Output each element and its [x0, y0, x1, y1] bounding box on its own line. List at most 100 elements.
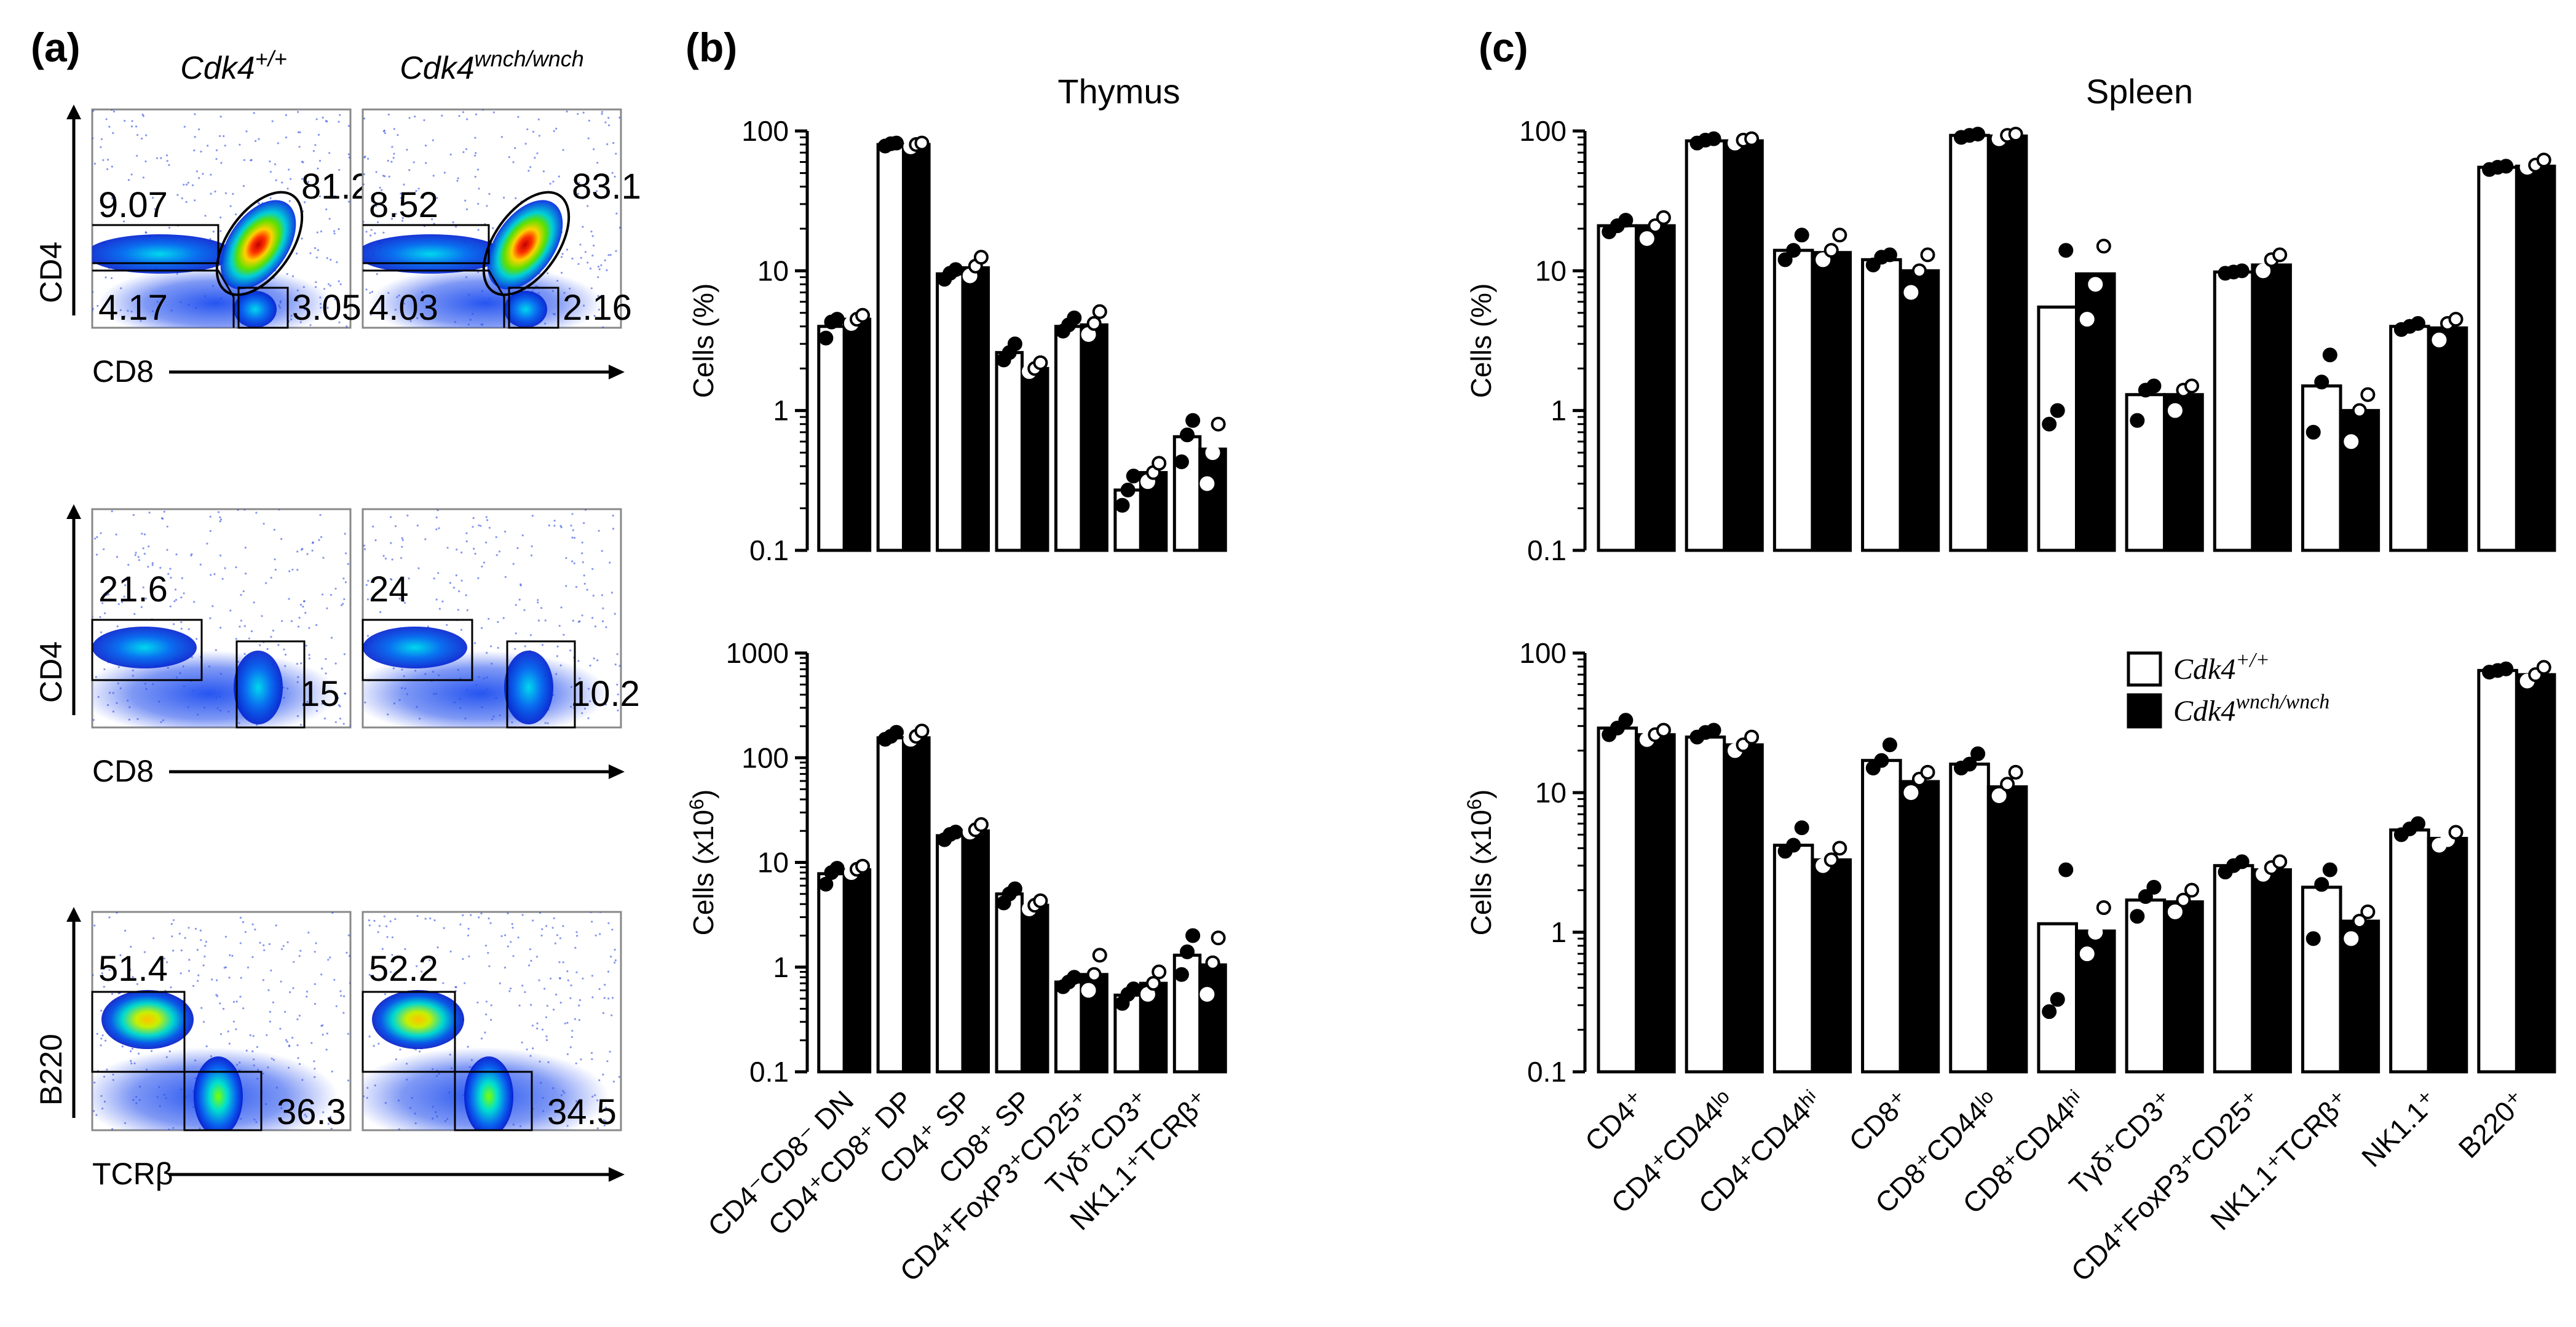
- point-mut: [1140, 986, 1155, 1002]
- point-wt: [1794, 228, 1809, 243]
- point-mut: [914, 135, 930, 151]
- y-tick-label: 10: [1535, 777, 1567, 809]
- point-wt: [2130, 413, 2145, 428]
- flow-y-label: CD4: [34, 641, 68, 703]
- point-mut: [2448, 312, 2463, 327]
- point-mut: [1092, 304, 1107, 319]
- flow-value-dn: 4.03: [369, 288, 438, 328]
- point-wt: [818, 876, 834, 892]
- bar-wt: [817, 872, 846, 1074]
- point-mut: [914, 723, 930, 739]
- point-mut: [2272, 854, 2288, 869]
- point-mut: [1823, 243, 1839, 258]
- category-label: CD4⁺: [1579, 1084, 1652, 1157]
- point-wt: [1115, 497, 1130, 513]
- point-wt: [1882, 737, 1897, 753]
- flow-population-cd8sp: [234, 291, 277, 328]
- point-wt: [1174, 967, 1189, 982]
- bar-mut: [1986, 785, 2028, 1074]
- legend-swatch-wt: [2127, 651, 2162, 687]
- bar-mut: [1021, 903, 1049, 1074]
- point-mut: [1920, 764, 1935, 780]
- flow-x-arrow-head: [609, 365, 625, 379]
- flow-plot-mut-row-2: 24 10.2: [362, 508, 640, 729]
- point-mut: [1152, 964, 1167, 980]
- point-wt: [2130, 909, 2145, 924]
- legend: Cdk4+/+ Cdk4wnch/wnch: [2127, 649, 2329, 729]
- flow-x-arrow-head: [609, 764, 625, 779]
- bar-mut: [1811, 251, 1852, 552]
- point-mut: [2096, 900, 2111, 916]
- point-wt: [2322, 862, 2337, 877]
- bar-wt: [2301, 384, 2342, 552]
- point-wt: [1882, 247, 1897, 263]
- point-wt: [1120, 482, 1136, 497]
- y-tick-label: 0.1: [1527, 534, 1567, 566]
- flow-value-b: 52.2: [369, 949, 438, 989]
- point-mut: [1086, 967, 1102, 982]
- flow-value-cd4sp: 8.52: [369, 185, 438, 225]
- point-mut: [1656, 723, 1671, 738]
- bar-wt: [995, 892, 1024, 1074]
- point-mut: [2079, 946, 2095, 962]
- point-mut: [2536, 660, 2551, 675]
- point-mut: [2167, 904, 2183, 919]
- point-mut: [1033, 355, 1048, 370]
- point-mut: [1744, 729, 1760, 745]
- flow-value-dp: 83.1: [572, 167, 641, 207]
- flow-gate-cd4sp: [92, 224, 219, 264]
- bar-wt: [1054, 325, 1083, 552]
- flow-population-cd4: [92, 627, 197, 668]
- point-wt: [2146, 378, 2162, 394]
- flow-value-t: 34.5: [547, 1092, 617, 1132]
- flow-population-cd8sp: [504, 291, 547, 328]
- point-wt: [1970, 127, 1986, 142]
- point-wt: [1067, 310, 1082, 325]
- panel-label-a: (a): [31, 25, 81, 70]
- point-mut: [1639, 231, 1654, 246]
- flow-x-label: TCRβ: [92, 1157, 173, 1191]
- bar-mut: [961, 829, 990, 1074]
- point-wt: [2042, 1004, 2057, 1020]
- flow-population-cd4: [363, 627, 467, 668]
- flow-gate-t: [454, 1071, 533, 1131]
- point-mut: [1205, 445, 1220, 461]
- bar-wt: [1597, 726, 1638, 1074]
- point-wt: [1174, 454, 1189, 469]
- bar-mut: [1198, 447, 1227, 552]
- point-mut: [2184, 882, 2200, 898]
- point-mut: [2344, 434, 2359, 450]
- point-wt: [1970, 746, 1986, 761]
- y-tick-label: 10: [1535, 255, 1567, 287]
- point-mut: [1920, 247, 1935, 263]
- point-wt: [1786, 243, 1801, 258]
- point-mut: [2088, 277, 2103, 292]
- bar-wt: [2389, 325, 2430, 552]
- point-wt: [2234, 263, 2250, 279]
- y-tick-label: 10: [757, 847, 789, 879]
- point-mut: [1146, 976, 1161, 991]
- point-wt: [2305, 424, 2321, 440]
- point-mut: [1081, 327, 1096, 342]
- flow-value-cd8: 15: [300, 674, 340, 714]
- flow-header-wt: Cdk4+/+: [180, 46, 286, 86]
- bar-wt: [1685, 139, 1726, 552]
- bar-wt: [2301, 885, 2342, 1074]
- point-mut: [855, 307, 871, 323]
- flow-gate-cd8: [506, 640, 576, 729]
- point-mut: [855, 858, 871, 874]
- flow-value-cd8: 10.2: [571, 674, 640, 714]
- point-wt: [2234, 854, 2250, 869]
- y-tick-label: 0.1: [749, 534, 789, 566]
- flow-x-label: CD8: [92, 754, 154, 788]
- bar-mut: [1723, 139, 1764, 552]
- legend-label-mut: Cdk4wnch/wnch: [2173, 691, 2329, 727]
- flow-x-label: CD8: [92, 354, 154, 389]
- y-tick-label: 0.1: [1527, 1056, 1567, 1088]
- bar-mut: [1635, 733, 1676, 1074]
- flow-plot-wt-row-3: 51.4 36.3: [91, 911, 352, 1132]
- bar-mut: [902, 143, 931, 552]
- bar-mut: [1811, 858, 1852, 1074]
- flow-x-arrow-head: [609, 1167, 625, 1182]
